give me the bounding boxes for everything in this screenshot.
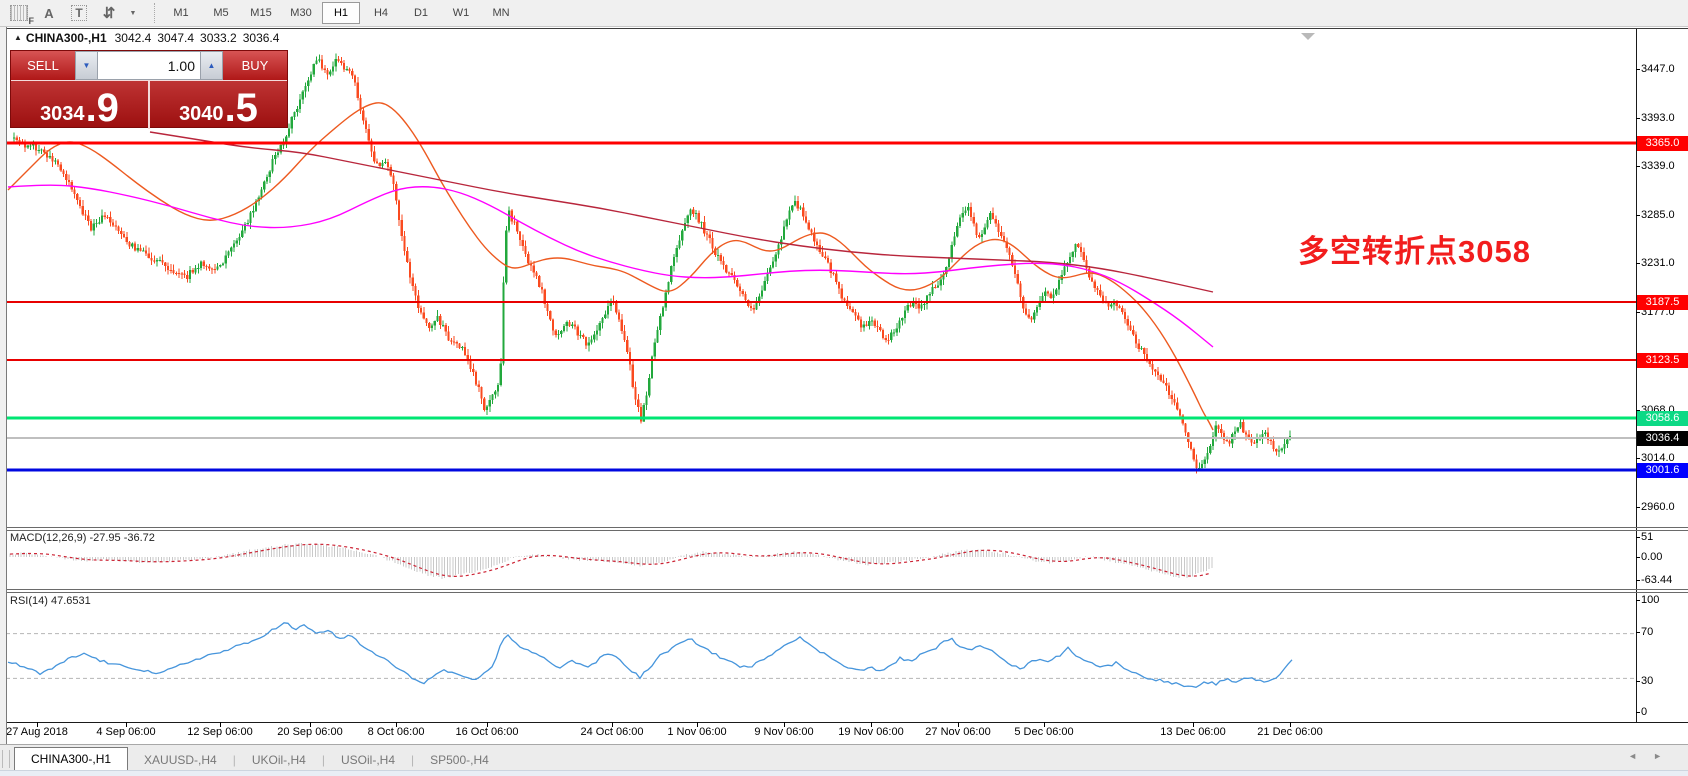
rsi-scale-label: 0	[1641, 706, 1648, 718]
status-strip	[0, 770, 1688, 776]
tab-scroll-right-icon[interactable]: ►	[1653, 751, 1678, 761]
ma-slow-magenta	[7, 184, 1214, 348]
price-tick-label: 3339.0	[1641, 160, 1675, 172]
ohlc-close: 3036.4	[242, 31, 280, 45]
macd-label: MACD(12,26,9) -27.95 -36.72	[10, 532, 155, 544]
sell-price-frac: .9	[85, 86, 119, 130]
time-axis-label: 1 Nov 06:00	[667, 726, 727, 738]
price-badge-3123.5: 3123.5	[1637, 353, 1688, 368]
timeframe-button-M15[interactable]: M15	[250, 7, 272, 19]
price-badge-3058.6: 3058.6	[1637, 411, 1688, 426]
timeframe-button-D1[interactable]: D1	[413, 7, 429, 19]
tab-scroll-arrows: ◄►	[1628, 751, 1678, 761]
ma-fast-orange	[7, 102, 1214, 431]
ma-mid-crimson	[149, 131, 1214, 293]
symbol-name: CHINA300-,H1	[25, 31, 107, 45]
price-badge-3365.0: 3365.0	[1637, 136, 1688, 151]
chart-tab-sp500h4[interactable]: SP500-,H4	[430, 753, 489, 767]
time-axis-label: 12 Sep 06:00	[187, 726, 253, 738]
price-tick-label: 3014.0	[1641, 452, 1675, 464]
time-axis-label: 4 Sep 06:00	[96, 726, 156, 738]
macd-scale-label: 0.00	[1641, 551, 1663, 563]
buy-price-int: 3040	[179, 103, 224, 125]
time-axis-label: 13 Dec 06:00	[1160, 726, 1226, 738]
chart-title: ▲ CHINA300-,H1 3042.4 3047.4 3033.2 3036.4	[14, 31, 285, 45]
text-label-icon[interactable]: A	[44, 5, 54, 21]
price-badge-3187.5: 3187.5	[1637, 295, 1688, 310]
sell-price-int: 3034	[40, 103, 85, 125]
price-tick-label: 3393.0	[1641, 112, 1675, 124]
macd-scale-label: -63.44	[1641, 574, 1673, 586]
price-tick-label: 3447.0	[1641, 63, 1675, 75]
chart-annotation-text: 多空转折点3058	[1298, 234, 1531, 269]
time-axis-label: 20 Sep 06:00	[277, 726, 343, 738]
buy-price[interactable]: 3040 .5	[150, 81, 287, 129]
chart-shift-marker[interactable]	[1301, 33, 1315, 40]
buy-price-frac: .5	[224, 86, 258, 130]
rsi-label: RSI(14) 47.6531	[10, 595, 91, 607]
time-axis-label: 16 Oct 06:00	[455, 726, 519, 738]
tab-separator: |	[232, 753, 236, 767]
timeframe-button-M1[interactable]: M1	[173, 7, 189, 19]
tab-separator: |	[411, 753, 415, 767]
chart-tab-xauusdh4[interactable]: XAUUSD-,H4	[144, 753, 217, 767]
window-left-edge	[0, 27, 7, 770]
tab-scroll-left-icon[interactable]: ◄	[1628, 751, 1654, 761]
grid-period-icon[interactable]: F	[8, 3, 34, 26]
tabbar-grip[interactable]	[2, 750, 10, 768]
timeframe-button-M30[interactable]: M30	[290, 7, 312, 19]
chart-tab-usoilh4[interactable]: USOil-,H4	[340, 753, 395, 767]
sell-button[interactable]: SELL	[11, 51, 75, 80]
collapse-triangle-icon[interactable]: ▲	[14, 33, 22, 42]
chart-tab-ukoilh4[interactable]: UKOil-,H4	[251, 753, 306, 767]
price-tick-label: 3231.0	[1641, 257, 1675, 269]
macd-scale-label: 51	[1641, 531, 1654, 543]
volume-dropdown-button[interactable]: ▼	[75, 51, 98, 80]
chart-tab-china300h1[interactable]: CHINA300-,H1	[14, 747, 129, 771]
price-tick-label: 3285.0	[1641, 209, 1675, 221]
ohlc-low: 3033.2	[200, 31, 237, 45]
time-axis-label: 27 Nov 06:00	[925, 726, 991, 738]
volume-spinner-up[interactable]: ▲	[200, 51, 223, 80]
grid-f-icon: F	[10, 5, 34, 26]
timeframe-button-row: M1 M5 M15 M30 H1 H4 D1 W1 MN	[162, 2, 520, 24]
price-tick-label: 2960.0	[1641, 501, 1675, 513]
time-axis-label: 5 Dec 06:00	[1014, 726, 1074, 738]
rsi-scale-label: 30	[1641, 675, 1654, 687]
rsi-line	[7, 622, 1293, 688]
buy-button[interactable]: BUY	[223, 51, 287, 80]
symbol-tab-bar: CHINA300-,H1 XAUUSD-,H4 | UKOil-,H4 | USOil-,…	[0, 744, 1688, 771]
rsi-scale-label: 70	[1641, 626, 1654, 638]
sell-price[interactable]: 3034 .9	[11, 81, 148, 129]
toolbar: F A T ⇵ ▼ M1 M5 M15 M30 H1 H4 D1 W1 MN	[0, 0, 1688, 27]
price-badge-3036.4: 3036.4	[1637, 431, 1688, 446]
timeframe-button-M5[interactable]: M5	[213, 7, 229, 19]
time-axis-label: 24 Oct 06:00	[580, 726, 644, 738]
toolbar-separator	[154, 3, 156, 23]
timeframe-button-H1[interactable]: H1	[322, 2, 360, 24]
rsi-scale-label: 100	[1641, 594, 1660, 606]
panel-divider	[148, 81, 150, 129]
ohlc-open: 3042.4	[114, 31, 152, 45]
time-axis-label: 21 Dec 06:00	[1257, 726, 1323, 738]
arrows-dropdown-caret-icon[interactable]: ▼	[129, 9, 137, 17]
time-axis-label: 9 Nov 06:00	[754, 726, 814, 738]
arrows-icon[interactable]: ⇵	[102, 5, 116, 22]
timeframe-button-W1[interactable]: W1	[452, 7, 470, 19]
ohlc-high: 3047.4	[157, 31, 195, 45]
one-click-trade-panel: SELL ▼ ▲ BUY 3034 .9 3040 .5	[10, 50, 288, 129]
timeframe-button-MN[interactable]: MN	[492, 7, 510, 19]
time-axis-label: 19 Nov 06:00	[838, 726, 904, 738]
price-badge-3001.6: 3001.6	[1637, 463, 1688, 478]
tab-separator: |	[321, 753, 325, 767]
time-axis-label: 27 Aug 2018	[6, 726, 68, 738]
timeframe-button-H4[interactable]: H4	[373, 7, 389, 19]
volume-input[interactable]	[98, 51, 200, 80]
time-axis-label: 8 Oct 06:00	[367, 726, 425, 738]
text-box-icon[interactable]: T	[68, 3, 90, 23]
